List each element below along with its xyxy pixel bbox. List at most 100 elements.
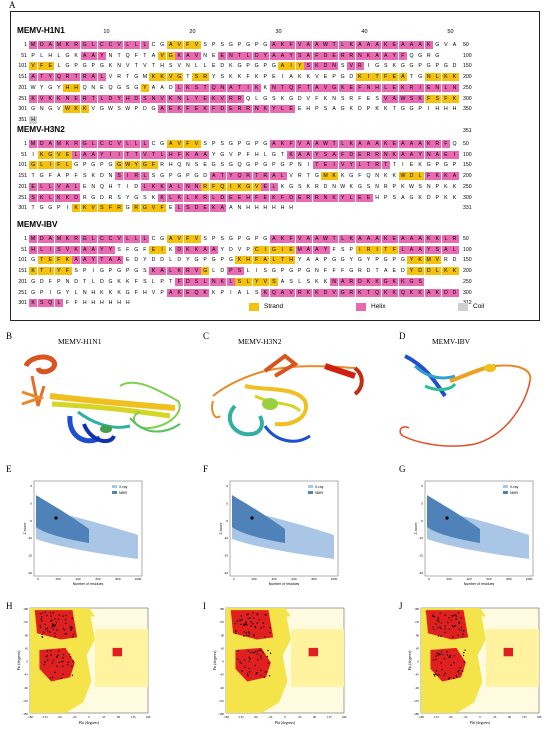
- residue-point: [446, 654, 449, 656]
- residue: G: [177, 173, 182, 180]
- residue: V: [252, 182, 261, 191]
- residue-point: [62, 660, 65, 663]
- residue-point: [72, 660, 74, 662]
- residue: D: [37, 140, 46, 148]
- residue: K: [72, 245, 81, 254]
- residue: K: [149, 267, 158, 276]
- residue: E: [330, 51, 339, 60]
- residue: F: [246, 151, 250, 158]
- residue: Y: [132, 161, 141, 170]
- residue: K: [72, 105, 81, 114]
- residue: F: [441, 140, 450, 148]
- residue-point: [51, 623, 54, 625]
- residue: G: [340, 74, 345, 81]
- row-start-number: 201: [18, 183, 27, 190]
- residue-point: [440, 650, 443, 653]
- structure-ibv: [399, 354, 532, 447]
- legend-label-helix: Helix: [371, 303, 386, 310]
- residue: Q: [209, 83, 218, 92]
- residue: Y: [89, 256, 98, 265]
- residue-point: [239, 660, 241, 663]
- residue: G: [340, 257, 345, 264]
- row-end-number: 351: [463, 127, 472, 134]
- residue: H: [63, 83, 72, 92]
- residue-point: [56, 665, 58, 667]
- residue-point: [460, 617, 463, 619]
- residue: H: [168, 162, 173, 169]
- residue-point: [54, 632, 56, 635]
- residue: E: [261, 182, 270, 191]
- residue-point: [66, 664, 69, 666]
- residue: D: [37, 235, 46, 243]
- residue-point: [56, 629, 58, 631]
- residue: A: [106, 256, 115, 265]
- residue-point: [264, 636, 266, 638]
- residue: V: [143, 63, 147, 70]
- residue: D: [323, 183, 328, 190]
- y-axis-label: Z-score: [219, 523, 223, 535]
- residue: D: [287, 193, 296, 202]
- residue: T: [312, 161, 321, 170]
- residue: V: [295, 235, 304, 243]
- residue-point: [64, 619, 67, 621]
- residue: P: [82, 162, 87, 169]
- residue: T: [149, 150, 158, 159]
- residue-point: [464, 649, 466, 651]
- residue-point: [244, 666, 246, 668]
- residue: A: [160, 84, 164, 91]
- residue: E: [409, 162, 414, 169]
- residue: D: [106, 94, 115, 103]
- residue: D: [220, 268, 225, 275]
- residue-point: [440, 662, 442, 664]
- row-end-number: 150: [463, 63, 472, 70]
- residue: G: [271, 268, 276, 275]
- residue: V: [37, 94, 46, 103]
- x-tick-label: 800: [115, 577, 120, 581]
- y-tick-label: -20: [224, 571, 229, 575]
- x-tick-label: 200: [55, 577, 60, 581]
- x-axis-label: Number of residues: [269, 582, 300, 586]
- residue: A: [312, 235, 321, 243]
- y-tick-label: 0: [222, 660, 224, 664]
- legend-label: NMR: [119, 491, 127, 495]
- residue: L: [263, 151, 267, 158]
- residue: K: [158, 193, 167, 202]
- row-end-number: 200: [463, 173, 472, 180]
- residue: E: [441, 150, 450, 159]
- residue: K: [306, 74, 311, 81]
- residue: W: [63, 105, 72, 114]
- residue: V: [63, 245, 72, 254]
- residue-point: [244, 623, 246, 626]
- residue: W: [321, 140, 330, 148]
- residue: P: [246, 63, 250, 70]
- residue: V: [29, 62, 38, 71]
- residue: S: [297, 183, 302, 190]
- residue: A: [57, 173, 61, 180]
- residue: G: [194, 173, 199, 180]
- residue-point: [65, 622, 67, 625]
- x-tick-label: 0: [88, 715, 90, 719]
- residue: Q: [287, 83, 296, 92]
- residue: F: [381, 73, 390, 82]
- residue: H: [289, 205, 293, 212]
- residue: K: [312, 288, 321, 297]
- residue: K: [37, 193, 46, 202]
- residue: G: [400, 257, 405, 264]
- residue: R: [235, 94, 244, 103]
- residue: N: [63, 94, 72, 103]
- residue: L: [416, 172, 425, 181]
- residue: L: [140, 41, 149, 49]
- residue-point: [249, 617, 251, 619]
- residue: S: [117, 246, 121, 253]
- residue: V: [287, 288, 296, 297]
- residue: K: [433, 235, 442, 243]
- residue: D: [218, 105, 227, 114]
- residue: G: [254, 63, 259, 70]
- x-tick-label: 1000: [526, 577, 533, 581]
- residue: K: [158, 182, 167, 191]
- residue: P: [211, 42, 216, 48]
- legend-label: X-ray: [119, 485, 128, 489]
- residue: R: [347, 288, 356, 297]
- residue: I: [255, 268, 258, 275]
- residue: W: [321, 41, 330, 49]
